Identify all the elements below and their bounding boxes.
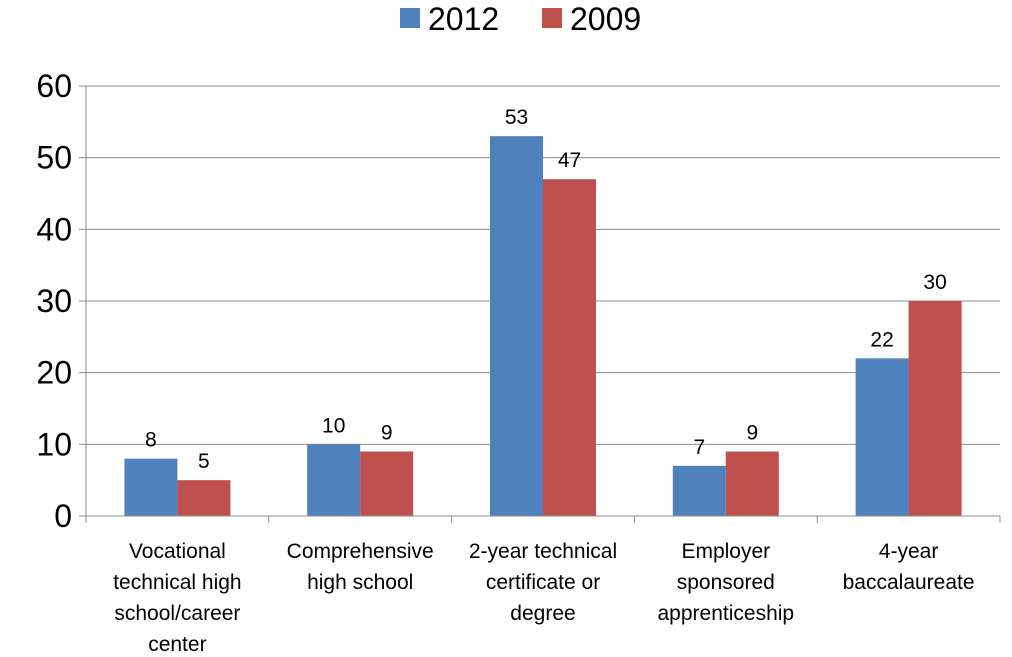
x-tick-label: 4-year baccalaureate xyxy=(843,540,975,594)
y-tick-label: 40 xyxy=(36,211,72,247)
data-label-2009-2: 47 xyxy=(558,149,581,172)
data-label-2009-3: 9 xyxy=(746,422,758,445)
data-label-2009-0: 5 xyxy=(198,450,210,473)
data-labels: 8 5 10 9 53 47 7 9 22 30 xyxy=(145,106,947,473)
legend-label-2009: 2009 xyxy=(570,1,641,37)
bar-2009-3 xyxy=(725,451,779,516)
x-tick-label-line: 2-year technical xyxy=(469,540,617,563)
bar-2012-0 xyxy=(124,458,178,516)
x-tick-label: Employer sponsored apprenticeship xyxy=(658,540,795,625)
x-tick-label-line: high school xyxy=(307,571,413,594)
x-tick-label-line: baccalaureate xyxy=(843,571,975,594)
x-tick-label-line: apprenticeship xyxy=(658,602,795,625)
y-tick-label: 20 xyxy=(36,355,72,391)
y-tick-label: 0 xyxy=(54,498,72,534)
y-tick-label: 30 xyxy=(36,283,72,319)
x-tick-label-line: certificate or xyxy=(486,571,600,594)
x-axis: Vocational technical high school/career cen… xyxy=(85,515,1001,656)
legend-swatch-2009 xyxy=(542,8,562,28)
y-axis: 0 10 20 30 40 50 60 xyxy=(36,68,87,534)
bar-2012-1 xyxy=(307,444,361,516)
x-tick-label-line: technical high xyxy=(113,571,241,594)
legend-swatch-2012 xyxy=(400,8,420,28)
bar-2012-2 xyxy=(490,136,543,516)
x-tick-label-line: sponsored xyxy=(677,571,775,594)
x-tick-label-line: 4-year xyxy=(879,540,939,563)
legend: 2012 2009 xyxy=(400,1,641,37)
data-label-2009-1: 9 xyxy=(381,422,393,445)
bar-2009-4 xyxy=(908,301,962,516)
y-tick-label: 50 xyxy=(36,140,72,176)
x-tick-label: Vocational technical high school/career cen… xyxy=(113,540,241,656)
data-label-2009-4: 30 xyxy=(923,271,946,294)
bar-2012-3 xyxy=(672,465,726,516)
x-tick-label-line: Employer xyxy=(681,540,770,563)
data-label-2012-0: 8 xyxy=(145,429,157,452)
x-tick-label-line: Comprehensive xyxy=(287,540,434,563)
legend-label-2012: 2012 xyxy=(428,1,499,37)
y-tick-label: 10 xyxy=(36,426,72,462)
bar-2012-4 xyxy=(855,358,909,516)
x-tick-label-line: school/career xyxy=(114,602,240,625)
x-tick-label-line: Vocational xyxy=(129,540,226,563)
bar-2009-1 xyxy=(360,451,414,516)
x-tick-label-line: degree xyxy=(510,602,575,625)
bar-2009-0 xyxy=(177,480,231,516)
bar-2009-2 xyxy=(543,179,596,516)
y-tick-label: 60 xyxy=(36,68,72,104)
x-tick-label: Comprehensive high school xyxy=(287,540,434,594)
data-label-2012-2: 53 xyxy=(505,106,528,129)
bars xyxy=(124,136,962,516)
x-tick-label-line: center xyxy=(148,633,206,656)
x-tick-label: 2-year technical certificate or degree xyxy=(469,540,617,625)
data-label-2012-1: 10 xyxy=(322,414,345,437)
data-label-2012-3: 7 xyxy=(693,436,705,459)
data-label-2012-4: 22 xyxy=(870,328,893,351)
